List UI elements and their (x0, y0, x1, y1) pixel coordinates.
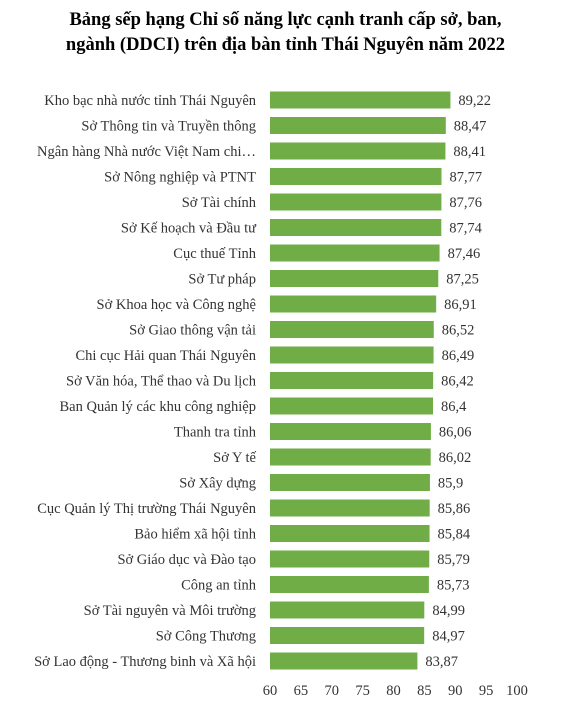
data-label: 85,79 (437, 552, 470, 568)
category-label: Cục thuế Tỉnh (173, 246, 256, 262)
data-label: 85,9 (438, 476, 463, 492)
bar (270, 219, 442, 236)
data-label: 86,49 (442, 348, 475, 364)
bar (270, 652, 418, 670)
data-label: 87,25 (446, 272, 479, 288)
bar (270, 576, 429, 593)
x-tick-label: 70 (325, 683, 340, 699)
category-label: Sở Kế hoạch và Đầu tư (121, 221, 257, 237)
chart-title: Bảng sếp hạng Chỉ số năng lực cạnh tranh… (0, 8, 571, 58)
category-label: Sở Tài nguyên và Môi trường (84, 603, 256, 619)
data-label: 85,84 (438, 527, 471, 543)
data-label: 88,47 (454, 119, 487, 135)
category-labels: Kho bạc nhà nước tỉnh Thái Nguyên Sở Thôn… (34, 93, 257, 670)
value-labels: 89,22 88,47 88,41 87,77 87,76 87,74 87,46 87,25… (425, 93, 491, 670)
bar (270, 193, 442, 211)
category-label: Công an tỉnh (181, 578, 257, 594)
category-label: Bảo hiểm xã hội tỉnh (134, 527, 256, 543)
bar (270, 397, 434, 415)
x-tick-label: 90 (448, 683, 463, 699)
chart-title-line-2: ngành (DDCI) trên địa bàn tỉnh Thái Nguy… (65, 35, 506, 55)
category-label: Sở Y tế (213, 450, 256, 466)
data-label: 86,52 (442, 323, 475, 339)
bar (270, 499, 430, 517)
bar (270, 117, 446, 134)
bar (270, 295, 437, 313)
data-label: 85,86 (438, 501, 471, 517)
category-label: Sở Khoa học và Công nghệ (97, 297, 257, 313)
data-label: 86,4 (441, 399, 467, 415)
x-tick-label: 65 (294, 683, 309, 699)
bar (270, 346, 434, 364)
bar (270, 550, 430, 568)
x-tick-label: 80 (386, 683, 401, 699)
category-label: Sở Nông nghiệp và PTNT (104, 170, 256, 186)
bar (270, 474, 430, 491)
data-label: 89,22 (458, 93, 491, 109)
data-label: 87,74 (449, 221, 482, 237)
category-label: Sở Lao động - Thương binh và Xã hội (34, 654, 256, 670)
data-label: 88,41 (453, 144, 486, 160)
x-tick-label: 100 (506, 683, 528, 699)
chart-title-line-1: Bảng sếp hạng Chỉ số năng lực cạnh tranh… (69, 10, 502, 30)
category-label: Sở Thông tin và Truyền thông (81, 119, 256, 135)
data-label: 86,02 (439, 450, 472, 466)
data-label: 86,06 (439, 425, 472, 441)
bar (270, 168, 442, 185)
data-label: 84,99 (432, 603, 465, 619)
data-label: 86,91 (444, 297, 477, 313)
category-label: Ngân hàng Nhà nước Việt Nam chi… (37, 144, 256, 160)
category-label: Sở Công Thương (156, 629, 256, 645)
bar (270, 270, 439, 287)
data-label: 87,46 (448, 246, 481, 262)
data-label: 83,87 (425, 654, 458, 670)
data-label: 84,97 (432, 629, 465, 645)
x-tick-label: 95 (479, 683, 494, 699)
bars-layer (270, 91, 451, 670)
bar (270, 423, 431, 440)
bar (270, 525, 430, 542)
category-label: Sở Tài chính (182, 195, 257, 211)
bar (270, 244, 440, 262)
x-axis-ticks: 60 65 70 75 80 85 90 95 100 (263, 683, 528, 699)
category-label: Sở Tư pháp (188, 272, 256, 288)
category-label: Ban Quản lý các khu công nghiệp (59, 399, 256, 415)
bar (270, 627, 425, 644)
category-label: Sở Xây dựng (179, 476, 256, 492)
x-tick-label: 85 (417, 683, 432, 699)
category-label: Thanh tra tỉnh (174, 425, 257, 441)
data-label: 86,42 (441, 374, 474, 390)
bar (270, 448, 431, 466)
x-tick-label: 60 (263, 683, 278, 699)
category-label: Sở Văn hóa, Thể thao và Du lịch (66, 374, 257, 390)
category-label: Chi cục Hải quan Thái Nguyên (75, 348, 256, 364)
data-label: 87,77 (449, 170, 482, 186)
category-label: Sở Giao thông vận tải (129, 323, 256, 339)
category-label: Sở Giáo dục và Đào tạo (117, 552, 256, 568)
bar (270, 321, 434, 338)
category-label: Kho bạc nhà nước tỉnh Thái Nguyên (44, 93, 257, 109)
data-label: 87,76 (449, 195, 482, 211)
category-label: Cục Quản lý Thị trường Thái Nguyên (37, 501, 257, 517)
x-tick-label: 75 (355, 683, 370, 699)
bar (270, 601, 425, 619)
bar (270, 142, 446, 160)
data-label: 85,73 (437, 578, 470, 594)
bar (270, 91, 451, 109)
bar (270, 372, 434, 389)
